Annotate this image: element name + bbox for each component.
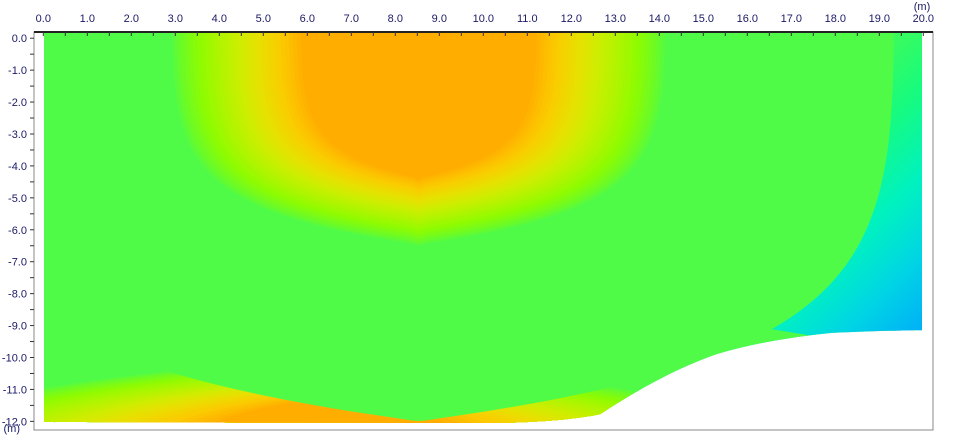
svg-text:9.0: 9.0: [432, 13, 447, 25]
svg-text:1.0: 1.0: [80, 13, 95, 25]
svg-text:4.0: 4.0: [212, 13, 227, 25]
svg-text:-2.0: -2.0: [8, 97, 27, 109]
svg-text:-8.0: -8.0: [8, 289, 27, 301]
svg-text:5.0: 5.0: [256, 13, 271, 25]
svg-text:(m): (m): [914, 1, 931, 13]
svg-text:17.0: 17.0: [781, 13, 802, 25]
svg-text:-7.0: -7.0: [8, 257, 27, 269]
svg-text:-6.0: -6.0: [8, 225, 27, 237]
svg-text:7.0: 7.0: [344, 13, 359, 25]
svg-text:3.0: 3.0: [168, 13, 183, 25]
svg-text:-1.0: -1.0: [8, 65, 27, 77]
svg-text:-4.0: -4.0: [8, 161, 27, 173]
svg-text:19.0: 19.0: [869, 13, 890, 25]
svg-text:0.0: 0.0: [36, 13, 51, 25]
svg-text:11.0: 11.0: [517, 13, 538, 25]
svg-text:18.0: 18.0: [825, 13, 846, 25]
svg-text:15.0: 15.0: [693, 13, 714, 25]
svg-text:-11.0: -11.0: [3, 384, 27, 396]
svg-text:14.0: 14.0: [649, 13, 670, 25]
svg-text:6.0: 6.0: [300, 13, 315, 25]
svg-text:-5.0: -5.0: [8, 193, 27, 205]
svg-text:0.0: 0.0: [12, 33, 27, 45]
svg-text:12.0: 12.0: [561, 13, 582, 25]
svg-text:(m): (m): [4, 423, 21, 435]
svg-text:2.0: 2.0: [124, 13, 139, 25]
svg-text:8.0: 8.0: [388, 13, 403, 25]
svg-text:13.0: 13.0: [605, 13, 626, 25]
svg-text:20.0: 20.0: [913, 13, 934, 25]
svg-text:-9.0: -9.0: [8, 321, 27, 333]
svg-text:10.0: 10.0: [473, 13, 494, 25]
svg-text:16.0: 16.0: [737, 13, 758, 25]
svg-text:-3.0: -3.0: [8, 129, 27, 141]
svg-text:-10.0: -10.0: [2, 353, 27, 365]
